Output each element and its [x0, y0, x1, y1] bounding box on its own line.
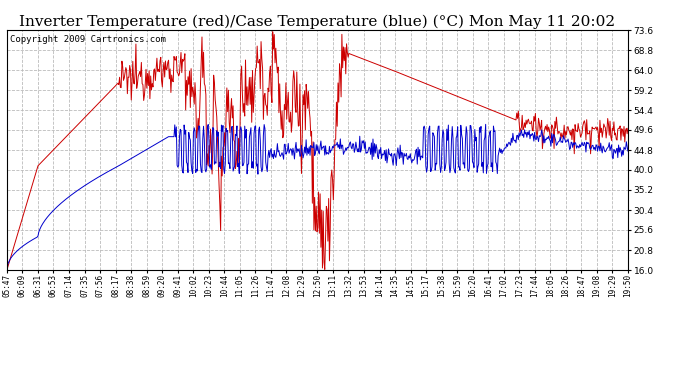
Title: Inverter Temperature (red)/Case Temperature (blue) (°C) Mon May 11 20:02: Inverter Temperature (red)/Case Temperat…	[19, 15, 615, 29]
Text: Copyright 2009 Cartronics.com: Copyright 2009 Cartronics.com	[10, 35, 166, 44]
